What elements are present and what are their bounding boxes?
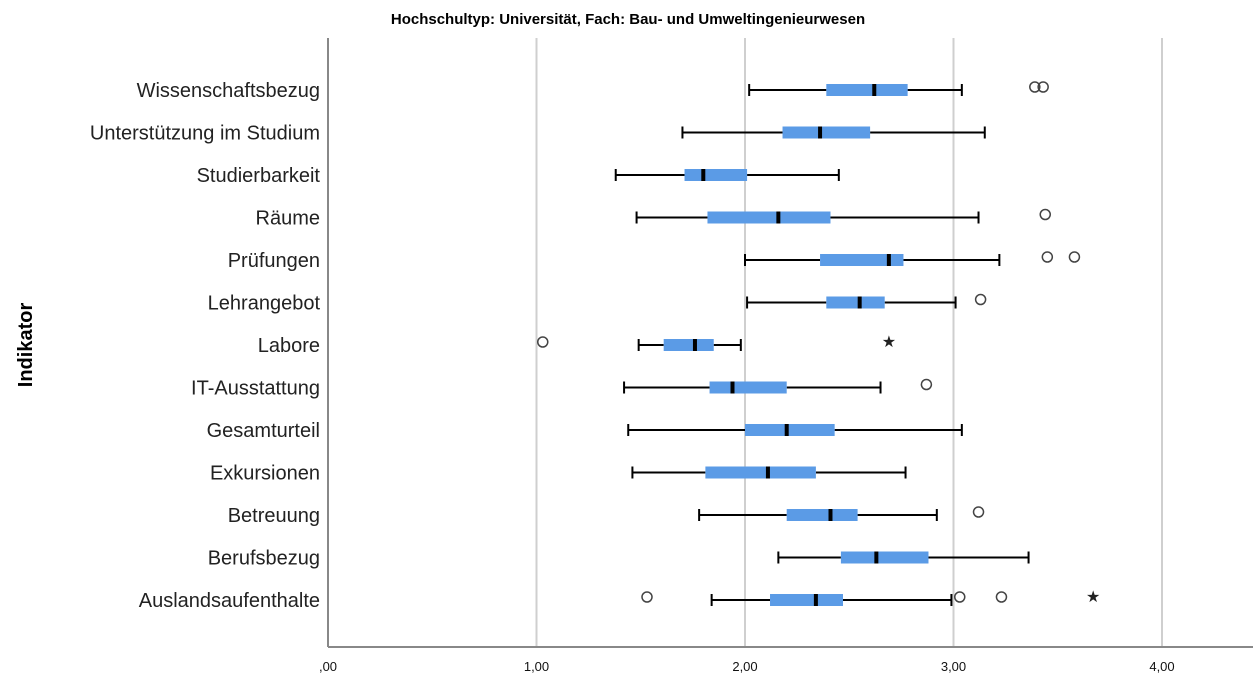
iqr-box: [684, 169, 748, 181]
category-label: Gesamturteil: [207, 420, 320, 442]
y-axis-label: Indikator: [15, 303, 37, 388]
box-11: [698, 506, 985, 521]
boxes: ★★: [537, 81, 1100, 606]
category-label: Prüfungen: [228, 250, 320, 272]
category-label: Labore: [258, 335, 320, 357]
box-7: ★: [537, 334, 896, 351]
category-label: Berufsbezug: [208, 548, 320, 570]
box-6: [746, 293, 987, 309]
extreme-point: ★: [1086, 589, 1100, 606]
outlier-point: [974, 293, 987, 306]
x-tick-label: 1,00: [524, 659, 549, 674]
iqr-box: [820, 254, 904, 266]
iqr-box: [840, 551, 929, 564]
gridlines: [535, 38, 1163, 647]
x-tick-label: 3,00: [941, 659, 966, 674]
category-label: Exkursionen: [210, 463, 320, 485]
box-8: [623, 378, 933, 394]
outlier-point: [641, 591, 653, 603]
category-label: Studierbarkeit: [197, 165, 321, 187]
x-tick-label: 2,00: [732, 659, 757, 674]
outlier-point: [1068, 251, 1081, 263]
outlier-point: [1037, 81, 1049, 93]
box-12: [777, 551, 1030, 564]
category-labels: Wissenschaftsbezug Unterstützung im Studi…: [90, 80, 321, 612]
box-9: [627, 424, 963, 436]
box-1: [748, 81, 1049, 96]
box-2: [681, 126, 986, 139]
iqr-box: [745, 424, 835, 436]
outlier-point: [1029, 81, 1041, 93]
chart-title: Hochschultyp: Universität, Fach: Bau- un…: [391, 11, 865, 28]
outlier-point: [995, 591, 1008, 603]
category-label: Lehrangebot: [208, 293, 321, 315]
iqr-box: [705, 466, 816, 479]
x-tick-labels: ,00 1,00 2,00 3,00 4,00: [319, 659, 1175, 674]
box-13: ★: [641, 589, 1100, 606]
category-label: Räume: [256, 208, 320, 230]
outlier-point: [972, 506, 985, 518]
extreme-point: ★: [882, 334, 896, 351]
iqr-box: [770, 594, 843, 606]
iqr-box: [663, 339, 714, 351]
outlier-point: [1039, 208, 1051, 221]
category-label: IT-Ausstattung: [191, 378, 320, 400]
box-10: [631, 466, 907, 479]
category-label: Wissenschaftsbezug: [137, 80, 320, 102]
box-4: [635, 208, 1051, 224]
category-label: Auslandsaufenthalte: [139, 590, 320, 612]
iqr-box: [782, 126, 871, 139]
outlier-point: [920, 378, 933, 391]
iqr-box: [826, 84, 908, 96]
iqr-box: [707, 211, 831, 224]
iqr-box: [709, 381, 787, 394]
outlier-point: [537, 336, 549, 348]
box-3: [614, 169, 840, 181]
outlier-point: [1041, 251, 1054, 263]
outlier-point: [954, 591, 966, 603]
iqr-box: [826, 296, 885, 309]
category-label: Betreuung: [228, 505, 320, 527]
box-5: [744, 251, 1081, 266]
x-tick-label: ,00: [319, 659, 337, 674]
category-label: Unterstützung im Studium: [90, 123, 320, 145]
iqr-box: [786, 509, 858, 521]
x-tick-label: 4,00: [1149, 659, 1174, 674]
